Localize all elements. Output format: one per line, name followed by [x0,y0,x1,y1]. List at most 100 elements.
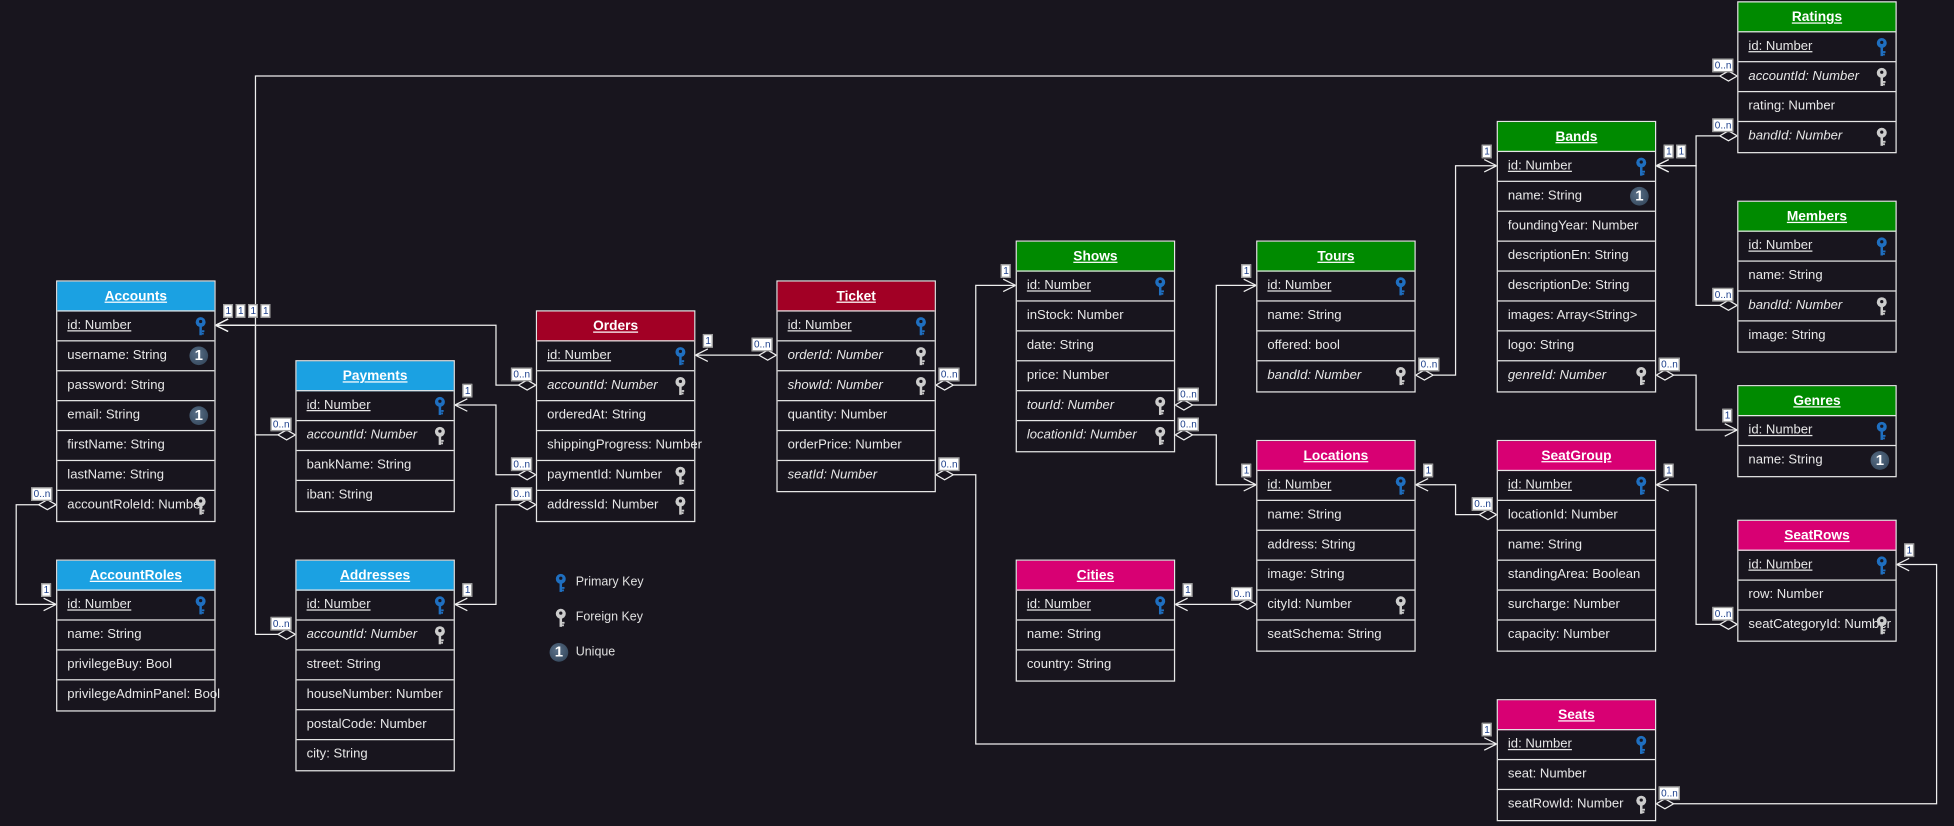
entity-title[interactable]: AccountRoles [57,560,215,591]
entity-tours[interactable]: Tours id: Number name: String offered: bool… [1256,240,1416,393]
entity-field[interactable]: street: String [296,651,454,681]
entity-field[interactable]: seatId: Number [778,461,935,491]
entity-payments[interactable]: Payments id: Number accountId: Number bankN… [295,360,455,513]
entity-field[interactable]: orderPrice: Number [777,431,935,462]
entity-field[interactable]: addressId: Number [537,491,694,521]
entity-field[interactable]: surcharge: Number [1497,591,1655,621]
entity-title[interactable]: Seats [1497,700,1655,731]
entity-field[interactable]: lastName: String [57,461,215,492]
entity-field[interactable]: country: String [1017,651,1174,681]
entity-field[interactable]: name: String [1257,302,1415,332]
entity-field[interactable]: paymentId: Number [537,461,695,492]
entity-field[interactable]: showId: Number [777,371,935,402]
entity-field[interactable]: accountId: Number [296,421,454,452]
entity-title[interactable]: Payments [296,361,454,392]
entity-field[interactable]: accountId: Number [296,621,454,651]
entity-field[interactable]: capacity: Number [1498,621,1655,651]
entity-field[interactable]: orderedAt: String [537,401,695,432]
entity-title[interactable]: Shows [1016,241,1174,272]
entity-field[interactable]: locationId: Number [1017,421,1174,451]
entity-field[interactable]: id: Number [1738,232,1896,262]
entity-field[interactable]: locationId: Number [1497,501,1655,531]
entity-field[interactable]: username: String 1 [57,341,215,372]
entity-title[interactable]: Orders [537,311,695,342]
entity-field[interactable]: seat: Number [1497,760,1655,791]
entity-field[interactable]: id: Number [1497,152,1655,182]
entity-seats[interactable]: Seats id: Number seat: Number seatRowId: Nu… [1496,699,1657,822]
entity-ticket[interactable]: Ticket id: Number orderId: Number showId: N… [776,280,936,493]
entity-shows[interactable]: Shows id: Number inStock: Number date: Stri… [1015,240,1176,453]
entity-title[interactable]: Genres [1738,386,1896,417]
entity-field[interactable]: id: Number [296,591,454,621]
entity-field[interactable]: genreId: Number [1498,361,1655,391]
entity-field[interactable]: id: Number [57,591,215,621]
entity-title[interactable]: Tours [1257,241,1415,272]
entity-field[interactable]: bankName: String [296,451,454,482]
entity-field[interactable]: id: Number [777,312,935,342]
entity-field[interactable]: seatCategoryId: Number [1738,611,1895,641]
entity-title[interactable]: Bands [1497,122,1655,153]
entity-field[interactable]: seatRowId: Number [1498,790,1655,820]
entity-field[interactable]: row: Number [1738,581,1896,611]
entity-field[interactable]: inStock: Number [1016,302,1174,332]
entity-field[interactable]: id: Number [57,312,215,342]
entity-field[interactable]: accountId: Number [1738,62,1896,93]
entity-field[interactable]: name: String [1738,262,1896,292]
entity-field[interactable]: name: String [57,621,215,651]
entity-field[interactable]: name: String [1497,531,1655,561]
entity-seatrows[interactable]: SeatRows id: Number row: Number seatCategor… [1737,519,1897,642]
entity-field[interactable]: rating: Number [1738,92,1896,123]
entity-field[interactable]: orderId: Number [777,341,935,372]
entity-field[interactable]: postalCode: Number [296,710,454,741]
entity-title[interactable]: Cities [1016,560,1174,591]
entity-field[interactable]: id: Number [1497,730,1655,761]
entity-field[interactable]: quantity: Number [777,401,935,432]
entity-field[interactable]: id: Number [1738,416,1896,447]
entity-field[interactable]: shippingProgress: Number [537,431,702,462]
entity-members[interactable]: Members id: Number name: String bandId: Num… [1737,200,1897,353]
entity-field[interactable]: logo: String [1497,331,1655,362]
entity-field[interactable]: images: Array<String> [1497,302,1655,332]
entity-field[interactable]: bandId: Number [1738,292,1896,322]
entity-field[interactable]: price: Number [1016,361,1174,392]
entity-field[interactable]: tourId: Number [1016,391,1174,422]
entity-title[interactable]: Addresses [296,560,454,591]
entity-seatgroup[interactable]: SeatGroup id: Number locationId: Number nam… [1496,439,1657,652]
entity-field[interactable]: standingArea: Boolean [1497,561,1655,591]
entity-accounts[interactable]: Accounts id: Number username: String 1 passw… [56,280,216,523]
entity-cities[interactable]: Cities id: Number name: String country: Str… [1015,559,1176,682]
entity-title[interactable]: SeatRows [1738,520,1896,551]
entity-field[interactable]: password: String [57,371,215,402]
entity-addresses[interactable]: Addresses id: Number accountId: Number stre… [295,559,455,772]
entity-field[interactable]: image: String [1738,322,1895,352]
entity-field[interactable]: name: String 1 [1738,446,1895,476]
entity-field[interactable]: bandId: Number [1738,122,1895,152]
entity-field[interactable]: seatSchema: String [1257,621,1414,651]
entity-orders[interactable]: Orders id: Number accountId: Number ordered… [535,310,702,523]
entity-field[interactable]: id: Number [1257,272,1415,302]
entity-field[interactable]: firstName: String [57,431,215,462]
entity-field[interactable]: address: String [1257,531,1415,561]
entity-field[interactable]: descriptionEn: String [1497,242,1655,272]
entity-field[interactable]: cityId: Number [1257,591,1415,621]
entity-field[interactable]: image: String [1257,561,1415,591]
entity-locations[interactable]: Locations id: Number name: String address: … [1256,439,1416,652]
entity-genres[interactable]: Genres id: Number name: String 1 [1737,385,1897,478]
entity-title[interactable]: SeatGroup [1497,441,1655,472]
entity-field[interactable]: id: Number [537,341,695,372]
entity-field[interactable]: id: Number [1016,591,1174,621]
entity-field[interactable]: id: Number [1257,471,1415,501]
entity-field[interactable]: name: String [1257,501,1415,531]
entity-field[interactable]: name: String 1 [1497,182,1655,212]
entity-field[interactable]: accountId: Number [537,371,695,402]
entity-title[interactable]: Accounts [57,281,215,312]
entity-field[interactable]: bandId: Number [1257,361,1414,391]
entity-field[interactable]: privilegeAdminPanel: Bool [57,680,220,710]
entity-title[interactable]: Ticket [777,281,935,312]
entity-field[interactable]: descriptionDe: String [1497,272,1655,302]
entity-field[interactable]: city: String [297,740,454,770]
entity-field[interactable]: privilegeBuy: Bool [57,651,215,681]
entity-field[interactable]: iban: String [297,481,454,511]
entity-field[interactable]: offered: bool [1257,331,1415,362]
entity-title[interactable]: Ratings [1738,2,1896,33]
